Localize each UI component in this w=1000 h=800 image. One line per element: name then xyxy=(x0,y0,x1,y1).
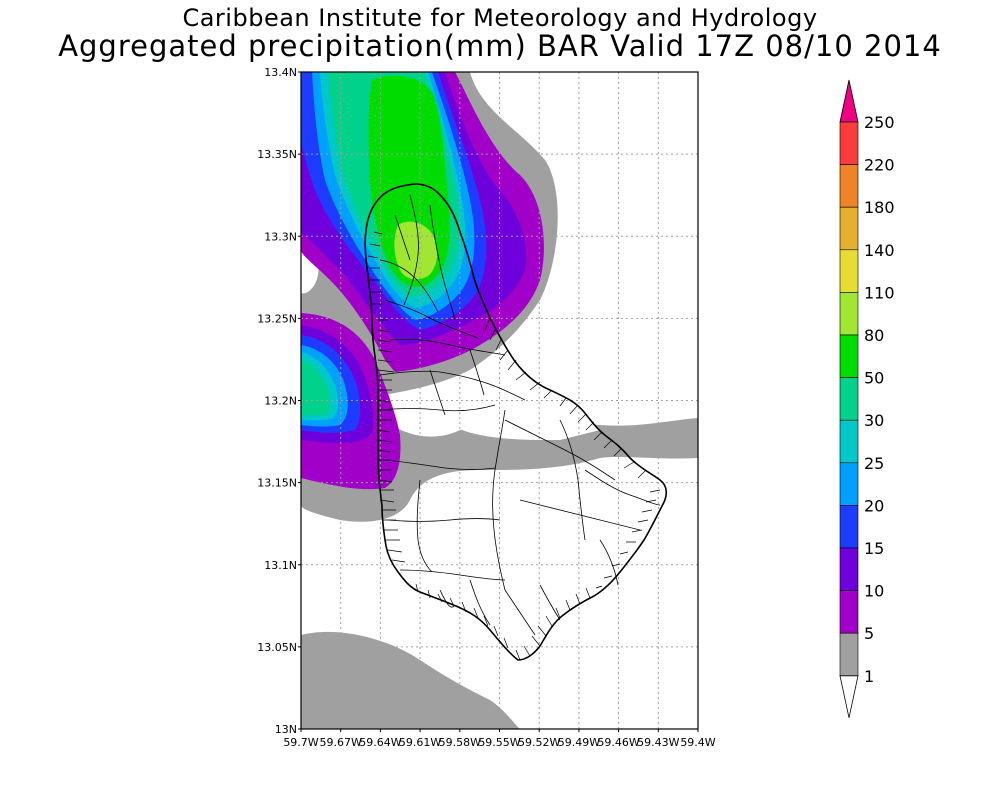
title-product: Aggregated precipitation(mm) BAR Valid 1… xyxy=(58,29,942,63)
colorbar-swatch xyxy=(839,505,859,549)
colorbar-label: 1 xyxy=(864,667,874,686)
title-institute: Caribbean Institute for Meteorology and … xyxy=(182,4,818,32)
parish-boundaries xyxy=(379,194,661,636)
lat-tick-label: 13N xyxy=(275,723,297,736)
coastal-drainage xyxy=(367,231,661,661)
colorbar-swatch xyxy=(839,206,859,251)
grid-lines xyxy=(301,72,698,729)
colorbar-label: 10 xyxy=(864,582,884,601)
colorbar-over-arrow xyxy=(839,79,859,123)
colorbar-label: 15 xyxy=(864,539,884,558)
lon-tick-label: 59.64W xyxy=(359,736,401,749)
colorbar-label: 20 xyxy=(864,496,884,515)
colorbar-swatch xyxy=(839,377,859,421)
colorbar-label: 250 xyxy=(864,113,895,132)
colorbar-swatch xyxy=(839,632,859,677)
lon-tick-label: 59.43W xyxy=(637,736,679,749)
lat-tick-label: 13.4N xyxy=(264,66,297,79)
colorbar-swatch xyxy=(839,164,859,208)
colorbar-swatch xyxy=(839,121,859,165)
lat-tick-label: 13.35N xyxy=(257,148,297,161)
island-coastline xyxy=(364,183,668,661)
colorbar-swatch xyxy=(839,334,859,378)
colorbar-label: 25 xyxy=(864,454,884,473)
colorbar-label: 110 xyxy=(864,283,895,302)
colorbar-label: 5 xyxy=(864,624,874,643)
colorbar-swatch xyxy=(839,462,859,506)
lon-tick-label: 59.7W xyxy=(283,736,318,749)
colorbar-label: 140 xyxy=(864,241,895,260)
colorbar-swatch xyxy=(839,292,859,336)
dry-area-east xyxy=(420,388,600,440)
latitude-tick-labels: 13N 13.05N 13.1N 13.15N 13.2N 13.25N 13.3N 13.3… xyxy=(257,66,301,736)
lon-tick-label: 59.61W xyxy=(399,736,441,749)
colorbar-swatch xyxy=(839,590,859,634)
colorbar-swatch xyxy=(839,419,859,464)
lat-tick-label: 13.3N xyxy=(264,230,297,243)
lat-tick-label: 13.25N xyxy=(257,312,297,325)
colorbar-label: 30 xyxy=(864,411,884,430)
lon-tick-label: 59.58W xyxy=(439,736,481,749)
precip-field xyxy=(301,72,698,729)
lon-tick-label: 59.4W xyxy=(680,736,715,749)
lon-tick-label: 59.55W xyxy=(478,736,520,749)
colorbar-under-arrow xyxy=(839,675,859,718)
lat-tick-label: 13.15N xyxy=(257,477,297,490)
colorbar-label: 180 xyxy=(864,198,895,217)
precip-band-1-south xyxy=(301,631,520,729)
colorbar-label: 80 xyxy=(864,326,884,345)
lat-tick-label: 13.2N xyxy=(264,395,297,408)
lon-tick-label: 59.49W xyxy=(558,736,600,749)
colorbar-label: 220 xyxy=(864,156,895,175)
lat-tick-label: 13.05N xyxy=(257,641,297,654)
lon-tick-label: 59.52W xyxy=(518,736,560,749)
lon-tick-label: 59.67W xyxy=(320,736,362,749)
lon-tick-label: 59.46W xyxy=(597,736,639,749)
lat-tick-label: 13.1N xyxy=(264,559,297,572)
longitude-tick-labels: 59.7W 59.67W59.64W59.61W59.58W59.55W59.52… xyxy=(283,729,716,749)
precip-band-30-west xyxy=(301,360,331,416)
colorbar-label: 50 xyxy=(864,369,884,388)
colorbar-swatch xyxy=(839,249,859,293)
colorbar-swatch xyxy=(839,547,859,591)
